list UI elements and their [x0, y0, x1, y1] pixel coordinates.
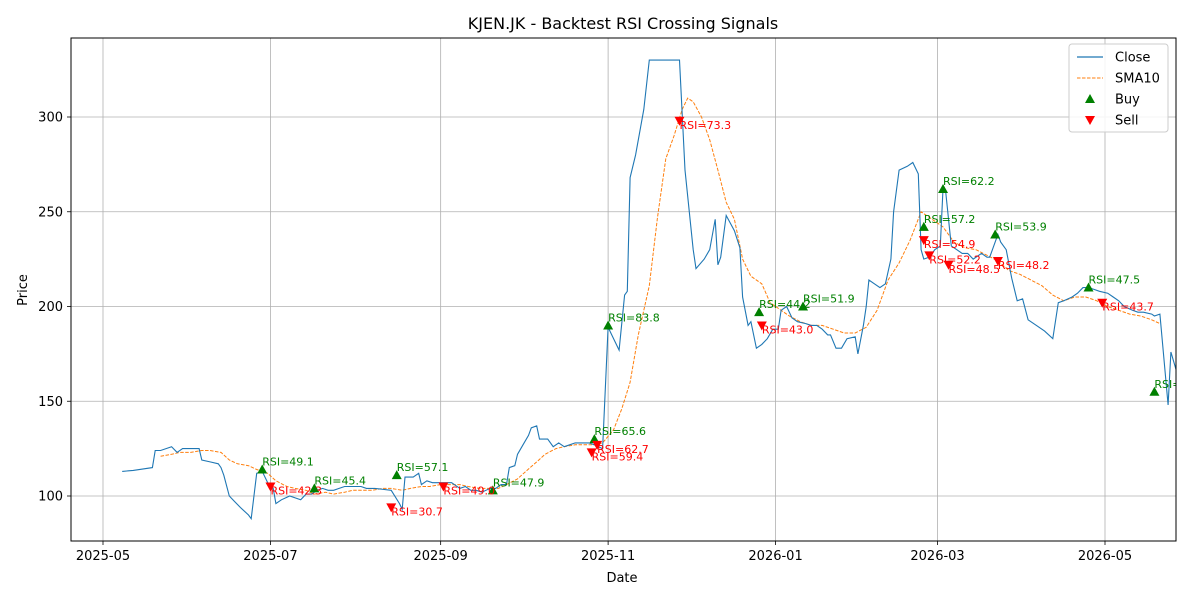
buy-label: RSI=49.1 [262, 455, 314, 468]
buy-label: RSI=53.9 [995, 220, 1047, 233]
legend: Close SMA10 Buy Sell [1068, 43, 1169, 133]
buy-marker [309, 483, 320, 493]
sell-marker [674, 116, 685, 126]
y-tick-label: 300 [38, 111, 63, 126]
y-tick-label: 250 [38, 205, 63, 220]
legend-sell-swatch [1085, 116, 1095, 125]
x-axis-title: Date [606, 571, 637, 586]
sell-label: RSI=54.9 [924, 238, 976, 251]
sell-label: RSI=42.3 [270, 485, 322, 498]
legend-label: Buy [1115, 93, 1140, 108]
buy-marker [918, 221, 929, 231]
legend-label: Close [1115, 51, 1150, 66]
legend-buy-swatch [1085, 94, 1095, 103]
sell-marker [756, 321, 767, 331]
legend-label: Sell [1115, 114, 1138, 129]
sma10-line [160, 97, 1161, 495]
sell-label: RSI=52.2 [929, 253, 981, 266]
buy-marker [487, 485, 498, 495]
buy-marker [1083, 282, 1094, 292]
buy-label: RSI=47.9 [493, 476, 545, 489]
sell-marker [592, 440, 603, 450]
sell-marker [1097, 298, 1108, 308]
y-tick-label: 150 [38, 395, 63, 410]
x-tick-label: 2025-09 [413, 549, 467, 564]
buy-label: RSI=65.6 [594, 425, 646, 438]
sell-label: RSI=48.2 [998, 259, 1050, 272]
sell-marker [265, 482, 276, 492]
axes-frame [70, 37, 1177, 542]
x-axis-ticks: 2025-05 2025-07 2025-09 2025-11 2026-01 2026-… [76, 541, 1132, 564]
x-tick-label: 2026-03 [910, 549, 964, 564]
buy-marker [798, 301, 809, 311]
buy-label: RSI=47.5 [1089, 274, 1141, 287]
sell-marker [438, 482, 449, 492]
buy-label: RSI=57.1 [397, 461, 449, 474]
legend-label: SMA10 [1115, 72, 1160, 87]
legend-box [1068, 43, 1169, 133]
sell-label: RSI=62.7 [597, 443, 649, 456]
x-tick-label: 2025-05 [76, 549, 130, 564]
sell-label: RSI=43.0 [762, 323, 814, 336]
buy-label: RSI=45.4 [314, 474, 366, 487]
buy-marker [257, 464, 268, 474]
buy-label: RSI=51.9 [803, 293, 855, 306]
sell-label: RSI=30.7 [391, 505, 443, 518]
buy-marker [1149, 386, 1160, 396]
buy-label: RSI=44.2 [759, 298, 811, 311]
buy-marker [603, 320, 614, 330]
buy-label: RSI=83.8 [608, 311, 660, 324]
sell-label: RSI=48.5 [949, 263, 1001, 276]
sell-marker [924, 251, 935, 261]
buy-marker [938, 184, 949, 194]
y-tick-label: 200 [38, 300, 63, 315]
buy-label: RSI=62.2 [943, 175, 995, 188]
y-axis-ticks: 100 150 200 250 300 [38, 111, 71, 505]
sell-marker [386, 503, 397, 513]
sell-marker [943, 260, 954, 270]
buy-label: RSI=57.2 [924, 213, 976, 226]
sell-label: RSI=73.3 [679, 119, 731, 132]
x-tick-label: 2025-07 [243, 549, 297, 564]
x-tick-label: 2026-01 [748, 549, 802, 564]
buy-marker [990, 229, 1001, 239]
buy-marker [391, 470, 402, 480]
y-axis-title: Price [16, 274, 31, 306]
sell-label: RSI=43.7 [1102, 301, 1154, 314]
sell-marker [992, 257, 1003, 267]
buy-marker [754, 307, 765, 317]
sell-label: RSI=49.0 [443, 485, 495, 498]
sell-label: RSI=59.4 [592, 450, 644, 463]
x-tick-label: 2025-11 [581, 549, 635, 564]
sell-marker [586, 448, 597, 458]
x-tick-label: 2026-05 [1078, 549, 1132, 564]
chart-title: KJEN.JK - Backtest RSI Crossing Signals [468, 14, 778, 33]
sell-marker [918, 236, 929, 246]
y-tick-label: 100 [38, 490, 63, 505]
buy-label: RSI=38.7 [1154, 378, 1200, 391]
